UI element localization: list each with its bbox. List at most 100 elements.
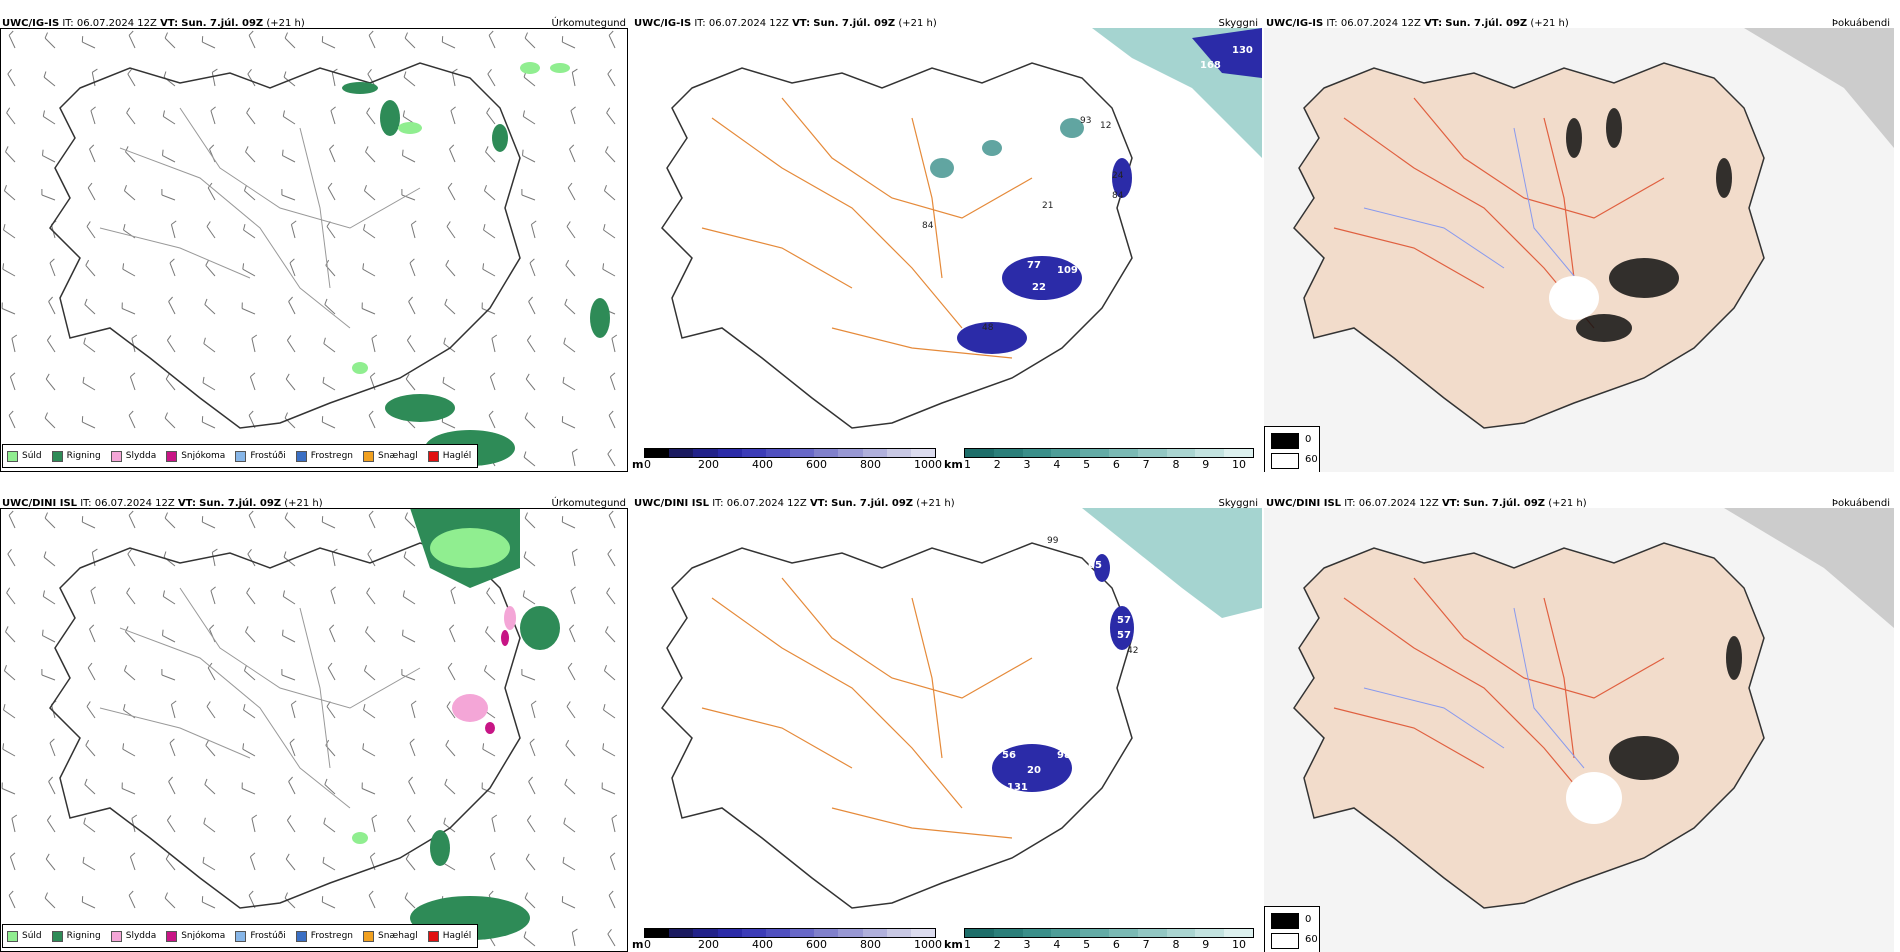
wind-barb	[608, 74, 615, 86]
wind-barb	[483, 269, 495, 276]
wind-barb	[162, 195, 175, 200]
wind-barb-flag	[567, 702, 570, 707]
wind-barb-flag	[604, 665, 606, 671]
wind-barb	[604, 671, 615, 680]
wind-barb	[527, 820, 535, 832]
wind-barb-flag	[525, 33, 527, 39]
wind-barb	[372, 338, 375, 352]
wind-barb-flag	[568, 663, 572, 668]
wind-barb	[291, 705, 295, 719]
wind-barb-flag	[44, 552, 46, 558]
map-label: 20	[1027, 765, 1041, 776]
wind-barb-flag	[284, 72, 286, 78]
wind-barb-flag	[128, 69, 132, 74]
wind-barb-flag	[291, 221, 296, 225]
wind-barb	[328, 188, 335, 200]
wind-barb-flag	[164, 552, 166, 558]
wind-barbs	[2, 31, 617, 466]
wind-barb-flag	[7, 108, 10, 113]
fog-map	[1264, 508, 1894, 952]
wind-barb	[609, 515, 615, 528]
wind-barb-flag	[12, 815, 17, 818]
wind-barb	[128, 74, 135, 86]
wind-barb-flag	[572, 929, 577, 932]
colorbar-tick: 200	[698, 938, 719, 951]
wind-barb-flag	[212, 69, 217, 72]
wind-barb	[246, 152, 256, 162]
wind-barbs	[2, 511, 617, 946]
wind-barb	[4, 191, 15, 200]
wind-barb	[204, 344, 215, 352]
fog-indicator-panel-row1: UWC/IG-IS IT: 06.07.2024 12Z VT: Sun. 7.…	[1264, 12, 1894, 472]
wind-barb	[246, 632, 256, 642]
wind-barb-flag	[403, 111, 404, 117]
wind-barb-flag	[46, 374, 49, 379]
legend-item-freezing-drizzle: Frostúði	[235, 931, 285, 942]
wind-barb-flag	[443, 377, 444, 383]
wind-barb	[87, 707, 95, 719]
panel-title: Þokuábendi	[1832, 498, 1890, 509]
wind-barb	[406, 379, 415, 390]
wind-barb	[45, 38, 55, 48]
wind-barb-flag	[608, 449, 612, 454]
wind-barb-flag	[85, 299, 87, 305]
wind-barb	[523, 156, 536, 162]
map-label: 84	[1112, 191, 1124, 201]
colorbar-tick: 2	[994, 458, 1001, 471]
wind-barb-flag	[248, 549, 252, 554]
wind-barb	[407, 820, 415, 832]
colorbar-tick: 800	[860, 458, 881, 471]
wind-barb	[323, 383, 335, 390]
wind-barb	[163, 156, 176, 162]
wind-barb-flag	[523, 111, 524, 117]
legend-item-sleet: Slydda	[111, 931, 156, 942]
wind-barb	[612, 338, 615, 352]
fog-legend: 0 60	[1264, 906, 1320, 952]
wind-barb-flag	[487, 108, 490, 113]
wind-barb	[452, 72, 455, 86]
wind-barb-flag	[566, 260, 569, 265]
wind-barb-flag	[204, 338, 206, 344]
wind-barb	[162, 675, 175, 680]
colorbar-tick: 1000	[914, 458, 942, 471]
wind-barb	[204, 824, 215, 832]
wind-barb	[207, 707, 215, 719]
wind-barb	[43, 156, 56, 162]
colorbar-tick: 10	[1232, 458, 1246, 471]
panel-title: Skyggni	[1218, 498, 1258, 509]
wind-barb	[247, 113, 255, 124]
wind-barb-flag	[331, 587, 336, 591]
wind-barb	[286, 859, 295, 870]
legend-item-snow-pellets: Snæhagl	[363, 451, 418, 462]
wind-barb-flag	[85, 779, 87, 785]
wind-barb-flag	[45, 413, 47, 419]
wind-barb-flag	[492, 815, 497, 818]
precip-type-panel-row1: UWC/IG-IS IT: 06.07.2024 12Z VT: Sun. 7.…	[0, 12, 630, 472]
wind-barb	[3, 749, 15, 756]
wind-barb	[484, 671, 495, 680]
wind-barb-flag	[483, 743, 484, 749]
fog-indicator-panel-row2: UWC/DINI ISL IT: 06.07.2024 12Z VT: Sun.…	[1264, 492, 1894, 952]
wind-barb-flag	[603, 263, 604, 269]
wind-barb	[171, 225, 175, 239]
wind-barb	[252, 338, 255, 352]
wind-barb	[565, 785, 575, 795]
wind-barb	[322, 522, 335, 528]
map-label: 57	[1117, 630, 1131, 641]
wind-barb	[90, 149, 96, 162]
wind-barb	[442, 42, 455, 48]
wind-barb-flag	[6, 626, 9, 631]
colorbar-tick: 3	[1024, 458, 1031, 471]
wind-barb	[203, 863, 215, 870]
legend-item-snow: Snjókoma	[166, 451, 225, 462]
wind-barb	[368, 554, 375, 566]
wind-barb-flag	[50, 739, 54, 743]
wind-barb-flag	[405, 893, 407, 899]
wind-barb	[211, 591, 215, 604]
wind-barb	[12, 338, 15, 352]
wind-barb-flag	[603, 743, 604, 749]
colorbar-tick: 600	[806, 458, 827, 471]
wind-barb-flag	[124, 704, 126, 710]
wind-barb-flag	[530, 259, 534, 263]
wind-barb	[522, 675, 535, 680]
